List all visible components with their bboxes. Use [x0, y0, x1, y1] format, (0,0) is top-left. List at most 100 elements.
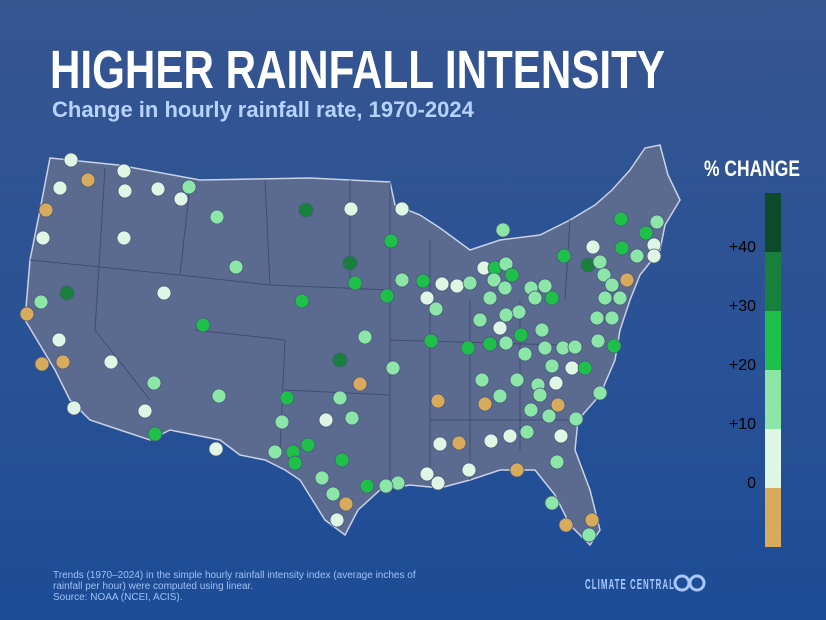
- station-dot: [638, 225, 654, 241]
- station-dot: [649, 214, 665, 230]
- footnote-line: rainfall per hour) were computed using l…: [53, 581, 253, 592]
- brand-name: CLIMATE CENTRAL: [585, 576, 675, 593]
- station-dot: [549, 454, 565, 470]
- station-dot: [116, 230, 132, 246]
- brand-logo: [673, 574, 706, 592]
- station-dot: [474, 372, 490, 388]
- station-dot: [318, 412, 334, 428]
- station-dot: [558, 517, 574, 533]
- station-dot: [498, 335, 514, 351]
- station-dot: [38, 202, 54, 218]
- station-dot: [519, 424, 535, 440]
- station-dot: [544, 358, 560, 374]
- station-dot: [338, 496, 354, 512]
- station-dot: [548, 375, 564, 391]
- station-dot: [298, 202, 314, 218]
- station-dot: [592, 254, 608, 270]
- station-dot: [589, 310, 605, 326]
- station-dot: [385, 360, 401, 376]
- station-dot: [51, 332, 67, 348]
- legend-swatch: [765, 193, 781, 252]
- station-dot: [537, 278, 553, 294]
- legend-label: +20: [729, 357, 756, 374]
- station-dot: [462, 275, 478, 291]
- station-dot: [103, 354, 119, 370]
- station-dot: [294, 293, 310, 309]
- station-dot: [352, 376, 368, 392]
- station-dot: [66, 400, 82, 416]
- station-dot: [19, 306, 35, 322]
- station-dot: [504, 267, 520, 283]
- station-dot: [181, 179, 197, 195]
- station-dot: [116, 163, 132, 179]
- legend-swatch: [765, 429, 781, 488]
- station-dot: [434, 276, 450, 292]
- station-dot: [492, 320, 508, 336]
- legend: +40 +30 +20 +10 0: [729, 193, 781, 547]
- station-dot: [537, 340, 553, 356]
- legend-swatch: [765, 370, 781, 429]
- station-dot: [629, 248, 645, 264]
- station-dot: [63, 152, 79, 168]
- station-dot: [568, 411, 584, 427]
- station-dot: [544, 495, 560, 511]
- station-dot: [527, 290, 543, 306]
- station-dot: [509, 372, 525, 388]
- legend-label: 0: [747, 475, 756, 492]
- legend-label: +30: [729, 298, 756, 315]
- legend-swatch: [765, 488, 781, 547]
- station-dot: [577, 360, 593, 376]
- station-dot: [532, 387, 548, 403]
- station-dot: [59, 285, 75, 301]
- station-dot: [472, 312, 488, 328]
- us-map: [24, 144, 681, 547]
- station-dot: [378, 478, 394, 494]
- station-dot: [553, 428, 569, 444]
- station-dot: [325, 486, 341, 502]
- station-dot: [534, 322, 550, 338]
- station-dot: [156, 285, 172, 301]
- station-dot: [584, 512, 600, 528]
- station-dot: [486, 272, 502, 288]
- station-dot: [342, 255, 358, 271]
- station-dot: [449, 278, 465, 294]
- station-dot: [495, 222, 511, 238]
- station-dot: [513, 327, 529, 343]
- station-dot: [430, 393, 446, 409]
- station-dot: [332, 390, 348, 406]
- station-dot: [329, 512, 345, 528]
- station-dot: [612, 290, 628, 306]
- station-dot: [498, 307, 514, 323]
- station-dot: [383, 233, 399, 249]
- station-dot: [619, 272, 635, 288]
- station-dot: [343, 201, 359, 217]
- subtitle: Change in hourly rainfall rate, 1970-202…: [52, 97, 475, 122]
- station-dot: [357, 329, 373, 345]
- footnote-line: Source: NOAA (NCEI, ACIS).: [53, 592, 182, 603]
- station-dot: [541, 408, 557, 424]
- station-dot: [117, 183, 133, 199]
- station-dot: [379, 288, 395, 304]
- station-dot: [344, 410, 360, 426]
- station-dot: [556, 248, 572, 264]
- station-dot: [419, 466, 435, 482]
- station-dot: [35, 230, 51, 246]
- legend-label: +10: [729, 416, 756, 433]
- station-dot: [209, 209, 225, 225]
- station-dot: [544, 290, 560, 306]
- legend-swatch: [765, 252, 781, 311]
- station-dot: [604, 310, 620, 326]
- station-dot: [314, 470, 330, 486]
- station-dot: [597, 290, 613, 306]
- station-dots: [19, 152, 665, 543]
- station-dot: [613, 211, 629, 227]
- station-dot: [415, 273, 431, 289]
- station-dot: [55, 354, 71, 370]
- station-dot: [228, 259, 244, 275]
- station-dot: [208, 441, 224, 457]
- station-dot: [332, 352, 348, 368]
- station-dot: [550, 397, 566, 413]
- title: HIGHER RAINFALL INTENSITY: [50, 40, 665, 100]
